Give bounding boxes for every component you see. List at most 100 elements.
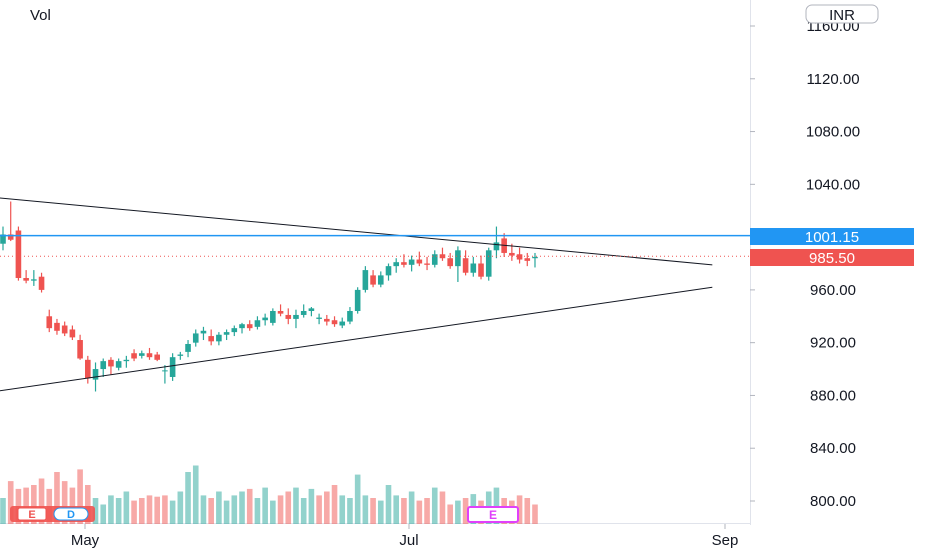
volume-bar [169,500,176,524]
earnings-badge-past[interactable]: E D [10,506,95,522]
volume-bar [431,487,438,524]
candle-body [239,324,245,329]
candle-body [285,314,292,319]
candle-body [462,258,469,273]
volume-bar [192,465,199,524]
candle-body [92,369,99,380]
candles [0,201,538,392]
candle-body [324,318,330,322]
last-price-text: 985.50 [809,250,855,267]
candle-body [216,334,222,342]
currency-button[interactable]: INR [805,4,879,24]
candle-body [401,262,407,265]
candle-body [246,324,253,329]
volume-bar [339,495,346,524]
earnings-badge-upcoming[interactable]: E [467,506,519,523]
candle-body [115,361,122,368]
volume-bar [138,498,145,524]
candle-body [385,266,392,276]
candle-body [169,357,176,377]
candle-body [516,254,523,260]
candle-body [131,353,137,359]
volume-bar [462,498,469,524]
candle-body [493,242,500,251]
volume-bar [162,495,168,524]
candle-body [377,275,384,285]
candle-body [77,340,83,359]
candle-body [15,230,22,279]
volume-bar [100,504,107,524]
volume-bar [416,500,423,524]
candle-body [293,314,299,319]
candle-body [277,311,284,314]
volume-bar [108,495,114,524]
candle-body [416,259,423,264]
candle-body [108,359,114,367]
candle-body [192,333,199,343]
candle-body [270,311,276,323]
price-tick-label: 880.00 [810,387,856,404]
candle-body [439,254,446,259]
volume-bar [123,491,130,524]
volume-bar [92,498,99,524]
candle-body [7,234,14,240]
volume-bar [54,472,60,524]
volume-bar [439,491,446,524]
candle-body [362,270,369,290]
price-tick-label: 920.00 [810,335,856,352]
volume-bar [447,504,453,524]
volume-bar [532,504,538,524]
volume-bar [131,500,137,524]
price-tick-label: 1080.00 [806,124,860,141]
volume-bar [0,498,6,524]
price-tick-label: 960.00 [810,282,856,299]
candle-body [23,278,29,281]
level-price-text: 1001.15 [805,229,859,246]
candle-body [61,325,68,334]
volume-bar [223,500,230,524]
time-tick-label: Jul [399,532,418,549]
volume-bar [331,485,338,524]
candle-body [46,316,53,329]
volume-bar [7,481,14,524]
candle-body [85,359,91,379]
volume-bar [231,495,238,524]
price-tick-label: 1040.00 [806,176,860,193]
currency-label: INR [829,7,855,24]
candle-body [177,354,184,356]
volume-bar [424,498,430,524]
volume-bar [61,481,68,524]
volume-bar [455,500,461,524]
candle-body [231,328,238,333]
dividend-badge-label: D [67,509,75,521]
volume-bar [31,485,37,524]
volume-bar [347,498,353,524]
trendline-upper [0,197,713,266]
candle-body [455,250,461,267]
volume-bar [393,495,400,524]
price-tick-label: 800.00 [810,493,856,510]
candle-body [0,234,6,244]
price-tick-label: 1120.00 [806,71,859,88]
candle-body [408,259,415,265]
candle-body [431,254,438,265]
candle-body [447,258,453,267]
candle-body [331,320,338,325]
volume-bar [377,500,384,524]
candle-body [69,329,76,338]
candle-body [146,353,153,358]
candle-body [470,263,477,273]
volume-bar [516,495,523,524]
candle-body [524,258,531,261]
volume-label: Vol [30,7,51,24]
time-tick-label: May [71,532,100,549]
candle-body [154,354,160,360]
volume-bar [154,496,160,524]
candle-body [185,343,191,352]
candle-body [223,332,230,335]
candle-body [347,311,353,322]
volume-bar [362,495,369,524]
candle-body [262,317,268,321]
volume-bar [385,485,392,524]
